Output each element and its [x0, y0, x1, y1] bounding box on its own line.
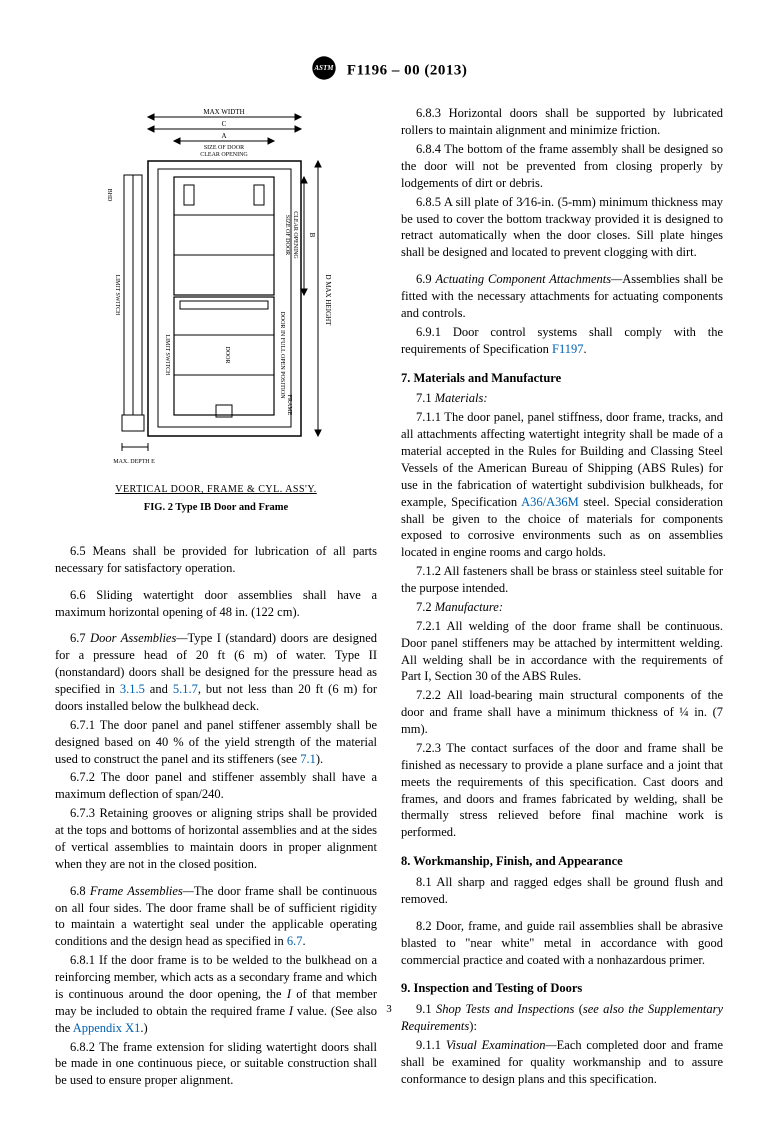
figure-drawing: MAX WIDTH C A SIZE OF DOOR CLEAR OPENING — [76, 105, 356, 475]
astm-logo: ASTM — [311, 55, 337, 87]
para-7-1-1: 7.1.1 The door panel, panel stiffness, d… — [401, 409, 723, 561]
para-6-8-4: 6.8.4 The bottom of the frame assembly s… — [401, 141, 723, 192]
para-7-2-2: 7.2.2 All load-bearing main structural c… — [401, 687, 723, 738]
heading-8: 8. Workmanship, Finish, and Appearance — [401, 853, 723, 870]
svg-text:D MAX HEIGHT: D MAX HEIGHT — [324, 275, 332, 327]
para-6-8-3: 6.8.3 Horizontal doors shall be supporte… — [401, 105, 723, 139]
svg-text:MAX. DEPTH E: MAX. DEPTH E — [113, 459, 155, 465]
para-6-9: 6.9 Actuating Component Attachments—Asse… — [401, 271, 723, 322]
para-6-9-1: 6.9.1 Door control systems shall comply … — [401, 324, 723, 358]
svg-text:B: B — [308, 233, 316, 238]
heading-9: 9. Inspection and Testing of Doors — [401, 980, 723, 997]
para-7-2-3: 7.2.3 The contact surfaces of the door a… — [401, 740, 723, 841]
page-number: 3 — [0, 1002, 778, 1017]
svg-text:CLEAR OPENING: CLEAR OPENING — [292, 212, 298, 260]
svg-text:C: C — [222, 120, 227, 128]
link-appendix-x1[interactable]: Appendix X1 — [73, 1021, 141, 1035]
para-6-8-5: 6.8.5 A sill plate of 3⁄16-in. (5-mm) mi… — [401, 194, 723, 262]
figure-2: MAX WIDTH C A SIZE OF DOOR CLEAR OPENING — [55, 105, 377, 515]
svg-text:A: A — [221, 132, 226, 140]
figure-caption-line: VERTICAL DOOR, FRAME & CYL. ASS'Y. — [55, 483, 377, 497]
link-5-1-7[interactable]: 5.1.7 — [173, 682, 198, 696]
para-6-8: 6.8 Frame Assemblies—The door frame shal… — [55, 883, 377, 951]
para-6-7: 6.7 Door Assemblies—Type I (standard) do… — [55, 630, 377, 714]
link-f1197[interactable]: F1197 — [552, 342, 584, 356]
para-6-8-2: 6.8.2 The frame extension for sliding wa… — [55, 1039, 377, 1090]
svg-text:BHD: BHD — [106, 189, 112, 202]
svg-text:FRAME: FRAME — [286, 395, 292, 416]
para-6-6: 6.6 Sliding watertight door assemblies s… — [55, 587, 377, 621]
svg-text:SIZE OF DOOR: SIZE OF DOOR — [284, 215, 290, 255]
para-6-7-1: 6.7.1 The door panel and panel stiffener… — [55, 717, 377, 768]
text-columns: MAX WIDTH C A SIZE OF DOOR CLEAR OPENING — [55, 105, 723, 1090]
para-6-8-1: 6.8.1 If the door frame is to be welded … — [55, 952, 377, 1036]
link-3-1-5[interactable]: 3.1.5 — [120, 682, 145, 696]
page-header: ASTM F1196 – 00 (2013) — [55, 55, 723, 87]
link-a36[interactable]: A36/A36M — [521, 495, 579, 509]
heading-7: 7. Materials and Manufacture — [401, 370, 723, 387]
para-8-1: 8.1 All sharp and ragged edges shall be … — [401, 874, 723, 908]
para-7-2: 7.2 Manufacture: — [401, 599, 723, 616]
para-7-1-2: 7.1.2 All fasteners shall be brass or st… — [401, 563, 723, 597]
para-8-2: 8.2 Door, frame, and guide rail assembli… — [401, 918, 723, 969]
para-6-7-3: 6.7.3 Retaining grooves or aligning stri… — [55, 805, 377, 873]
para-6-7-2: 6.7.2 The door panel and stiffener assem… — [55, 769, 377, 803]
svg-text:LIMIT SWITCH: LIMIT SWITCH — [114, 275, 120, 317]
figure-caption-main: FIG. 2 Type IB Door and Frame — [55, 501, 377, 515]
para-9-1-1: 9.1.1 Visual Examination—Each completed … — [401, 1037, 723, 1088]
para-7-1: 7.1 Materials: — [401, 390, 723, 407]
svg-text:CLEAR OPENING: CLEAR OPENING — [200, 152, 248, 158]
para-6-5: 6.5 Means shall be provided for lubricat… — [55, 543, 377, 577]
svg-text:SIZE OF DOOR: SIZE OF DOOR — [204, 145, 244, 151]
svg-text:LIMIT SWITCH: LIMIT SWITCH — [164, 335, 170, 377]
svg-text:DOOR: DOOR — [224, 347, 230, 364]
header-designation: F1196 – 00 (2013) — [347, 63, 468, 79]
link-7-1[interactable]: 7.1 — [300, 752, 316, 766]
svg-text:ASTM: ASTM — [313, 65, 334, 72]
para-7-2-1: 7.2.1 All welding of the door frame shal… — [401, 618, 723, 686]
svg-text:DOOR IN FULL OPEN POSITION: DOOR IN FULL OPEN POSITION — [279, 312, 285, 400]
svg-text:MAX WIDTH: MAX WIDTH — [203, 108, 244, 116]
link-6-7[interactable]: 6.7 — [287, 934, 303, 948]
